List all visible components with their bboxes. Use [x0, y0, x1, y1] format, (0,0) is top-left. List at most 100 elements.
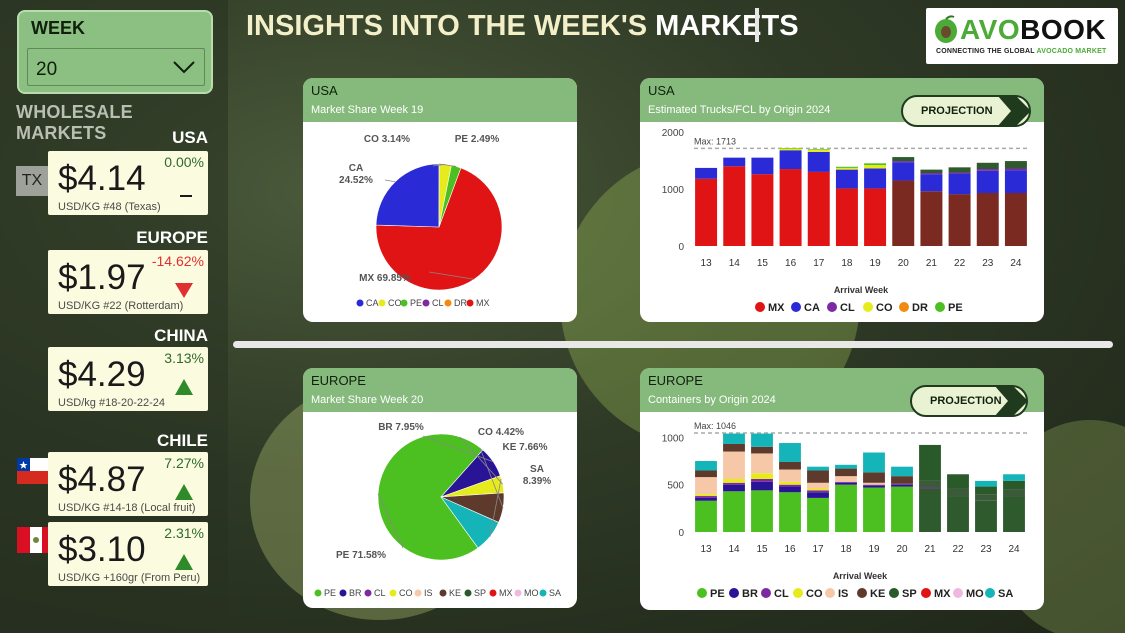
price-note-peru: USD/KG +160gr (From Peru)	[58, 572, 201, 584]
bar-segment-pe-wk15	[751, 490, 773, 532]
bar-segment-br-wk20	[891, 484, 913, 487]
pie-slice-ca	[375, 163, 440, 228]
bar-segment-br-wk19	[863, 485, 885, 488]
legend-label-co: CO	[876, 302, 893, 314]
bar-segment-co-wk17	[807, 488, 829, 491]
bar-segment-is-wk13	[695, 477, 717, 495]
x-tick-label: 15	[757, 258, 769, 269]
bar-segment-mx-wk17	[807, 171, 830, 246]
legend-label-mx: MX	[934, 588, 951, 600]
projection-button-europe[interactable]: PROJECTION	[910, 385, 1028, 417]
bar-segment-ca-wk19	[864, 168, 887, 189]
legend-swatch-co	[863, 302, 873, 312]
pie-label-ke: KE 7.66%	[502, 442, 547, 453]
legend-label-mx: MX	[476, 298, 490, 308]
pie-leader-line	[479, 447, 504, 509]
legend-swatch-pe	[935, 302, 945, 312]
projection-button-usa[interactable]: PROJECTION	[901, 95, 1031, 127]
price-card-peru: $3.10 2.31% USD/KG +160gr (From Peru)	[48, 522, 208, 586]
wholesale-markets-title: WHOLESALE MARKETS	[16, 102, 133, 143]
price-note-chile: USD/KG #14-18 (Local fruit)	[58, 502, 196, 514]
up-arrow-icon	[175, 554, 193, 570]
panel-region: EUROPE	[311, 373, 366, 388]
x-tick-label: 16	[785, 258, 797, 269]
pie-label-sa: SA	[530, 464, 544, 475]
bar-segment-ke-wk19	[863, 472, 885, 483]
panel-usa-market-share: USA Market Share Week 19 MX 69.85% CA 24.5…	[303, 78, 577, 322]
x-tick-label: 16	[784, 544, 796, 555]
legend-label-br: BR	[349, 588, 362, 598]
x-tick-label: 23	[980, 544, 992, 555]
bar-segment-cl-wk24	[1004, 168, 1027, 171]
bar-segment-pe-wk18	[835, 166, 858, 168]
bar-segment-co-wk19	[864, 165, 887, 169]
pie-leader-line	[377, 493, 404, 549]
pie-label-ca: CA	[349, 163, 363, 174]
legend-swatch-sp	[889, 588, 899, 598]
legend-label-pe: PE	[410, 298, 422, 308]
x-tick-label: 21	[924, 544, 936, 555]
price-change-peru: 2.31%	[164, 525, 204, 541]
x-axis-label: Arrival Week	[833, 571, 888, 581]
bar-segment-cl-wk19	[863, 484, 885, 486]
bar-segment-cl-wk16	[779, 484, 801, 487]
x-tick-label: 18	[840, 544, 852, 555]
region-label-china: CHINA	[154, 326, 208, 345]
up-arrow-icon	[175, 379, 193, 395]
bar-segment-ca-wk21	[920, 174, 943, 192]
legend-swatch-cl	[364, 589, 372, 597]
price-note-china: USD/kg #18-20-22-24	[58, 397, 166, 409]
price-value-usa: $4.14	[58, 159, 146, 198]
legend-swatch-mo	[514, 589, 522, 597]
bar-segment-mx-wk15	[751, 174, 774, 246]
week-filter: WEEK 20	[17, 10, 213, 94]
legend-swatch-mx	[466, 299, 474, 307]
logo-wordmark: AVOBOOK	[960, 14, 1106, 46]
price-change-europe: -14.62%	[151, 253, 204, 269]
legend-swatch-sp	[464, 589, 472, 597]
bar-segment-co-wk18	[835, 167, 858, 170]
bar-segment-mx-wk18	[835, 188, 858, 246]
x-tick-label: 19	[868, 544, 880, 555]
pie-slice-pe	[438, 164, 462, 228]
bar-segment-ca-wk16	[779, 150, 802, 170]
legend-label-cl: CL	[432, 298, 444, 308]
legend-swatch-ke	[857, 588, 867, 598]
logo-brand-a: AVO	[960, 14, 1021, 45]
bar-segment-sa-wk17	[807, 466, 829, 471]
panel-region: EUROPE	[648, 373, 703, 388]
week-dropdown[interactable]: 20	[27, 48, 205, 86]
price-change-usa: 0.00%	[164, 154, 204, 170]
panel-region: USA	[648, 83, 675, 98]
bar-segment-pe-wk16	[779, 492, 801, 532]
bar-segment-ca-wk18	[835, 169, 858, 189]
x-tick-label: 22	[954, 258, 966, 269]
pie-leader-line	[459, 436, 503, 485]
legend-swatch-mx	[921, 588, 931, 598]
price-change-china: 3.13%	[164, 350, 204, 366]
bar-segment-ca-wk20	[892, 162, 915, 181]
bar-segment-is-wk15	[751, 453, 773, 474]
bar-segment-co-wk16	[779, 481, 801, 485]
x-tick-label: 17	[813, 258, 825, 269]
bar-segment-mx-wk23	[976, 192, 999, 246]
bar-segment-sa-wk24	[1003, 474, 1025, 481]
bar-segment-pe-wk14	[723, 491, 745, 532]
price-value-china: $4.29	[58, 355, 146, 394]
legend-label-dr: DR	[454, 298, 467, 308]
bar-segment-pe-wk17	[807, 497, 829, 532]
y-tick-label: 2000	[662, 128, 685, 139]
legend-swatch-pe	[400, 299, 408, 307]
pie-leader-line	[489, 478, 502, 537]
pie-leader-line	[428, 271, 475, 280]
panel-europe-containers: EUROPE Containers by Origin 2024 0 500 100…	[640, 368, 1044, 610]
panel-subtitle: Estimated Trucks/FCL by Origin 2024	[648, 104, 831, 116]
bar-segment-sa-wk14	[723, 433, 745, 444]
legend-label-co: CO	[388, 298, 402, 308]
x-tick-label: 22	[952, 544, 964, 555]
bar-segment-ca-wk24	[1004, 170, 1027, 193]
bar-segment-co-wk13	[695, 494, 717, 497]
x-tick-label: 17	[812, 544, 824, 555]
bar-segment-ke-wk13	[695, 470, 717, 478]
legend-label-pe: PE	[948, 302, 963, 314]
